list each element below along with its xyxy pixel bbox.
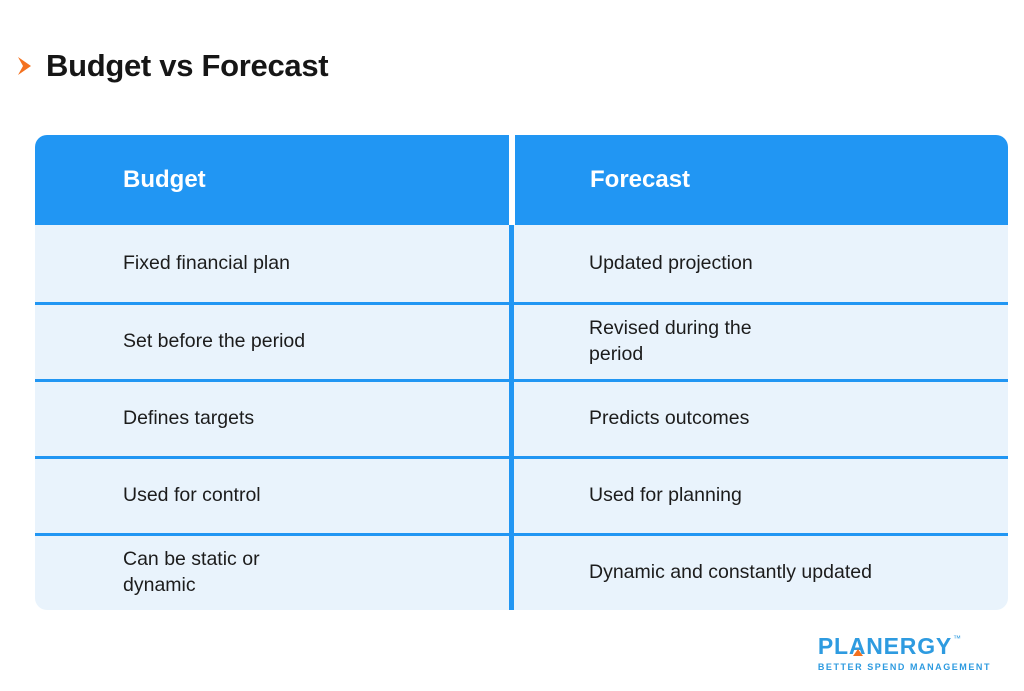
table-row: Defines targets Predicts outcomes (35, 379, 1008, 456)
table-row: Can be static or dynamic Dynamic and con… (35, 533, 1008, 610)
budget-vs-forecast-table: Budget Forecast Fixed financial plan Upd… (35, 135, 1008, 610)
table-header-row: Budget Forecast (35, 135, 1008, 225)
column-divider (509, 225, 514, 302)
forecast-cell-text: Dynamic and constantly updated (589, 561, 872, 584)
table-row: Fixed financial plan Updated projection (35, 225, 1008, 302)
table-row: Used for control Used for planning (35, 456, 1008, 533)
page-header: Budget vs Forecast (14, 48, 329, 84)
forecast-cell-text: Revised during the period (589, 317, 752, 365)
budget-cell: Can be static or dynamic (35, 536, 509, 610)
column-divider (509, 382, 514, 456)
budget-cell: Fixed financial plan (35, 225, 509, 302)
forecast-cell: Used for planning (514, 459, 1008, 533)
header-budget-label: Budget (123, 166, 206, 193)
trademark-symbol: ™ (953, 634, 962, 643)
orange-triangle-icon (852, 649, 863, 656)
budget-cell: Set before the period (35, 305, 509, 379)
column-divider (509, 305, 514, 379)
forecast-cell: Predicts outcomes (514, 382, 1008, 456)
forecast-cell: Updated projection (514, 225, 1008, 302)
brand-tagline: BETTER SPEND MANAGEMENT (817, 662, 991, 672)
table-row: Set before the period Revised during the… (35, 302, 1008, 379)
chevron-right-icon (14, 54, 36, 78)
budget-cell: Used for control (35, 459, 509, 533)
budget-cell-text: Fixed financial plan (123, 251, 290, 274)
table-body: Fixed financial plan Updated projection … (35, 225, 1008, 610)
column-divider (509, 536, 514, 610)
planergy-logo: PLANERGY ™ BETTER SPEND MANAGEMENT (818, 633, 991, 672)
budget-cell-text: Set before the period (123, 330, 306, 353)
budget-cell-text: Used for control (123, 484, 261, 507)
header-cell-forecast: Forecast (515, 135, 1008, 225)
budget-cell: Defines targets (35, 382, 509, 456)
budget-cell-text: Can be static or dynamic (123, 548, 260, 596)
budget-cell-text: Defines targets (123, 407, 255, 430)
header-column-gap (509, 135, 515, 225)
page-title: Budget vs Forecast (46, 48, 329, 83)
forecast-cell-text: Updated projection (589, 251, 753, 274)
forecast-cell: Dynamic and constantly updated (514, 536, 1008, 610)
forecast-cell-text: Used for planning (589, 484, 742, 507)
header-forecast-label: Forecast (590, 166, 691, 193)
header-cell-budget: Budget (35, 135, 509, 225)
forecast-cell-text: Predicts outcomes (589, 407, 750, 430)
brand-wordmark: PLANERGY (817, 633, 953, 659)
forecast-cell: Revised during the period (514, 305, 1008, 379)
column-divider (509, 459, 514, 533)
